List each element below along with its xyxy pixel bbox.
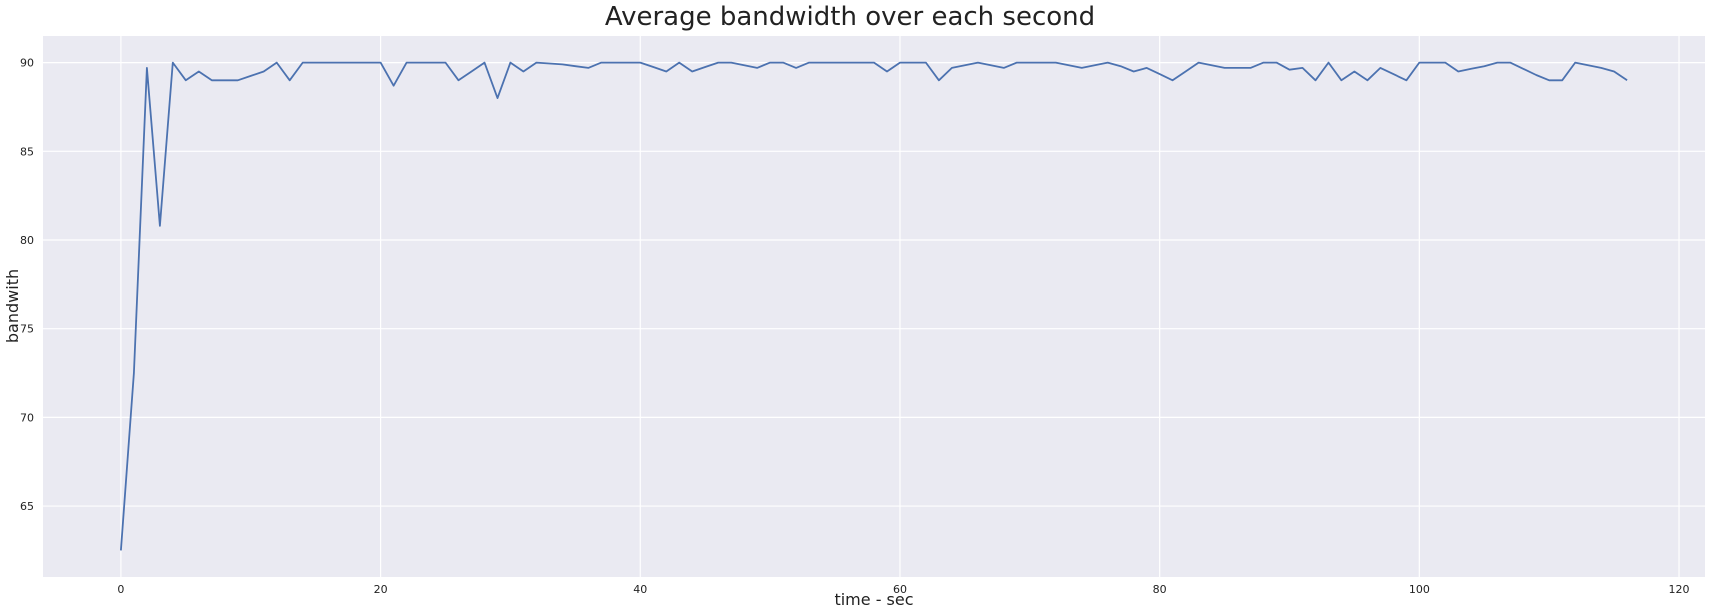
y-tick-label: 80 — [20, 234, 34, 247]
y-tick-label: 85 — [20, 145, 34, 158]
y-tick-label: 90 — [20, 57, 34, 70]
plot-area — [43, 36, 1705, 577]
x-tick-label: 120 — [1669, 583, 1690, 596]
y-tick-label: 65 — [20, 500, 34, 513]
chart-title: Average bandwidth over each second — [605, 2, 1095, 32]
x-tick-label: 80 — [1153, 583, 1167, 596]
x-tick-label: 40 — [633, 583, 647, 596]
x-tick-label: 0 — [117, 583, 124, 596]
x-tick-label: 20 — [374, 583, 388, 596]
tick-labels: 0 20 40 60 80 100 120 65 70 75 80 85 90 — [20, 57, 1690, 596]
y-tick-label: 70 — [20, 411, 34, 424]
y-tick-label: 75 — [20, 323, 34, 336]
x-tick-label: 60 — [893, 583, 907, 596]
x-tick-label: 100 — [1409, 583, 1430, 596]
x-axis-label: time - sec — [834, 590, 913, 609]
y-axis-label: bandwith — [3, 269, 22, 343]
bandwidth-series-line — [120, 61, 1628, 551]
